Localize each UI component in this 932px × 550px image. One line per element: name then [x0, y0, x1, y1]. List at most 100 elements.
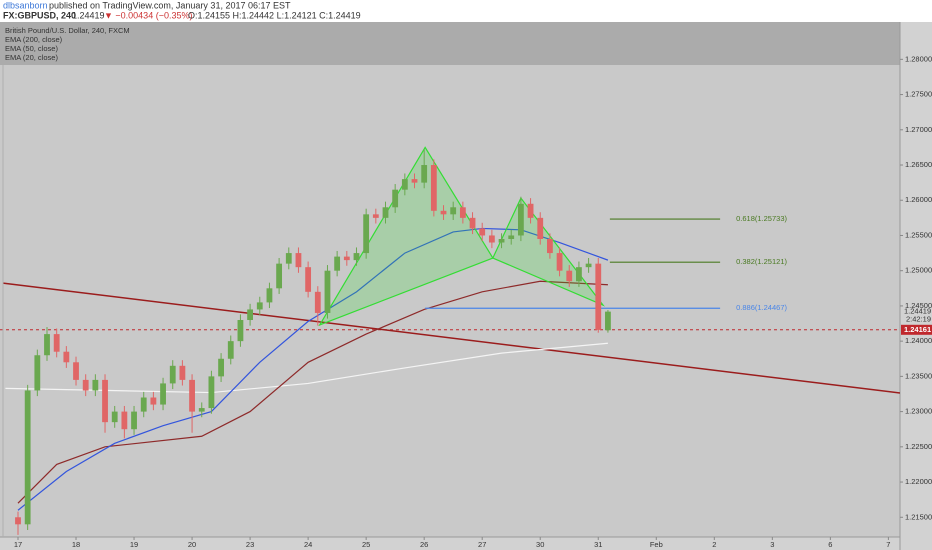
candle-body [92, 379, 99, 391]
candle-body [24, 390, 31, 525]
pattern-triangle [318, 146, 494, 327]
candle-body [576, 267, 582, 282]
fib-label: 0.382(1.25121) [736, 257, 787, 266]
candle-body [372, 214, 379, 218]
candle-body [411, 179, 418, 183]
candle-body [547, 238, 553, 254]
candle-body [73, 362, 79, 380]
candle-body [363, 214, 370, 254]
candle-body [527, 203, 534, 218]
x-tick-label: 7 [886, 540, 890, 549]
y-tick-label: 1.28000 [905, 54, 932, 63]
candle-body [605, 311, 611, 331]
ema-line [17, 227, 609, 511]
candle-body [218, 358, 224, 377]
trendline [2, 282, 900, 394]
candle-body [343, 256, 350, 261]
x-tick-label: 17 [14, 540, 22, 549]
candle-body [459, 207, 466, 218]
legend-panel [0, 22, 900, 65]
candle-body [498, 238, 505, 243]
last-price: 1.24419 [72, 10, 105, 20]
candle-body [44, 334, 50, 356]
x-tick-label: 18 [72, 540, 80, 549]
candle-body [179, 365, 186, 380]
y-tick-label: 1.24000 [905, 336, 932, 345]
y-tick-label: 1.22500 [905, 442, 932, 451]
x-tick-label: 31 [594, 540, 602, 549]
x-tick-label: 26 [420, 540, 428, 549]
candle-body [469, 217, 476, 229]
plot-layer: 0.618(1.25733) 0.382(1.25121) 0.886(1.2446… [0, 146, 900, 535]
candle-body [305, 267, 312, 292]
x-tick-label: 27 [478, 540, 486, 549]
candle-body [276, 263, 283, 289]
candle-body [53, 334, 60, 352]
y-tick-label: 1.26000 [905, 195, 932, 204]
published-note: published on TradingView.com, January 31… [49, 0, 291, 10]
x-tick-label: 19 [130, 540, 138, 549]
candle-body [353, 253, 360, 261]
candle-body [247, 309, 253, 321]
candle-body [479, 228, 486, 236]
candle-body [450, 207, 457, 215]
y-tick-label: 1.25500 [905, 230, 932, 239]
candle-body [566, 270, 573, 282]
x-tick-label: 20 [188, 540, 196, 549]
candle-body [208, 376, 215, 409]
candle-body [111, 411, 118, 423]
candle-body [227, 341, 234, 359]
candle-body [421, 165, 428, 183]
candle-body [285, 253, 292, 264]
candle-body [430, 165, 437, 211]
legend-entry: EMA (50, close) [5, 44, 58, 53]
candle-body [237, 320, 244, 342]
candle-body [266, 288, 273, 303]
candle-body [537, 217, 544, 239]
candle-body [131, 411, 137, 430]
y-tick-label: 1.25000 [905, 266, 932, 275]
candle-body [150, 397, 157, 405]
countdown: 2:42:19 [906, 315, 931, 324]
y-tick-label: 1.24500 [905, 301, 932, 310]
x-tick-label: Feb [650, 540, 663, 549]
candle-body [102, 379, 108, 423]
y-tick-label: 1.23500 [905, 371, 932, 380]
x-tick-label: 3 [770, 540, 774, 549]
fib-label: 0.618(1.25733) [736, 214, 787, 223]
top-bar [0, 0, 932, 22]
candle-body [488, 235, 495, 243]
candle-body [169, 365, 176, 384]
candle-body [440, 210, 447, 215]
alert-tag: 1.24161 [904, 325, 931, 334]
candle-body [324, 270, 331, 313]
ohlc: O:1.24155 H:1.24442 L:1.24121 C:1.24419 [188, 10, 361, 20]
y-tick-label: 1.23000 [905, 407, 932, 416]
candle-body [63, 351, 70, 363]
candle-body [392, 189, 399, 208]
y-tick-label: 1.26500 [905, 160, 932, 169]
candle-body [334, 256, 341, 271]
candle-body [314, 291, 321, 313]
candle-body [15, 517, 21, 525]
price-axis [900, 22, 932, 550]
candle-body [34, 355, 41, 391]
instrument: British Pound/U.S. Dollar, 240, FXCM [5, 26, 130, 35]
candle-body [401, 179, 408, 190]
x-tick-label: 25 [362, 540, 370, 549]
legend-entry: EMA (20, close) [5, 53, 58, 62]
candle-body [556, 253, 563, 271]
publisher[interactable]: dlbsanborn [3, 0, 48, 10]
ema-line [17, 280, 608, 504]
y-tick-label: 1.27000 [905, 125, 932, 134]
x-tick-label: 24 [304, 540, 312, 549]
candle-body [256, 302, 263, 310]
x-tick-label: 6 [828, 540, 832, 549]
time-axis [0, 537, 900, 550]
candle-body [198, 408, 205, 412]
x-tick-label: 30 [536, 540, 544, 549]
candle-body [295, 253, 302, 268]
plot-background [0, 22, 900, 537]
fib-label: 0.886(1.24467) [736, 303, 787, 312]
